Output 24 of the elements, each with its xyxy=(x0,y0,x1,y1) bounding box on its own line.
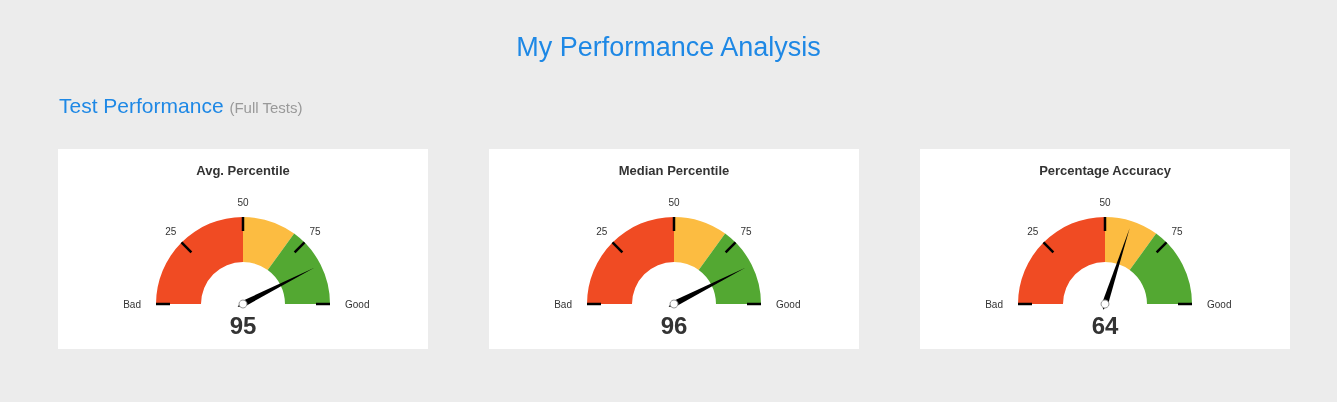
text: 50 xyxy=(237,196,249,208)
chart-title: Percentage Accuracy xyxy=(1039,163,1172,178)
text: 25 xyxy=(596,226,608,238)
text: 95 xyxy=(229,311,257,339)
text: (Full Tests) xyxy=(229,99,303,116)
slice-label: Good xyxy=(776,298,801,310)
text: 75 xyxy=(1171,226,1184,238)
text: 64 xyxy=(1091,311,1119,339)
slice-label: Good xyxy=(1207,298,1232,310)
text: 75 xyxy=(309,226,322,238)
text: 50 xyxy=(668,196,680,208)
text: Test Performance xyxy=(59,94,224,117)
text: 75 xyxy=(740,226,753,238)
text: 50 xyxy=(1099,196,1111,208)
slice-label: Bad xyxy=(985,298,1003,310)
slice-label: Bad xyxy=(554,298,572,310)
chart-title: Median Percentile xyxy=(618,163,730,178)
slice-label: Good xyxy=(345,298,370,310)
text: 25 xyxy=(165,226,177,238)
text: 96 xyxy=(660,311,688,339)
text: 25 xyxy=(1027,226,1039,238)
text: My Performance Analysis xyxy=(515,31,822,63)
chart-title: Avg. Percentile xyxy=(196,163,290,178)
slice-label: Bad xyxy=(123,298,141,310)
